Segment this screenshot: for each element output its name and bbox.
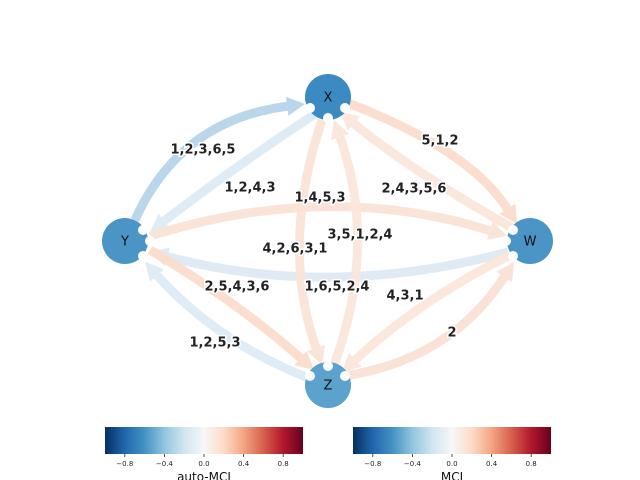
edge-label-w-z: 4,3,1 — [386, 289, 423, 304]
edge-arrowhead — [486, 221, 507, 240]
edge-z-to-y — [145, 262, 316, 385]
edge-shaft — [161, 108, 321, 225]
edge-shaft — [294, 118, 327, 350]
colorbar-auto-mci: −0.8 −0.4 0.0 0.4 0.8 auto-MCI — [105, 427, 303, 480]
colorbar-gradient — [105, 427, 303, 454]
edge-label-x-w: 5,1,2 — [421, 134, 458, 149]
edge-shaft — [153, 272, 316, 385]
port-dot — [340, 371, 350, 381]
colorbar-tick-label: −0.8 — [116, 460, 133, 468]
node-label-w: W — [524, 235, 537, 250]
edge-arrowhead — [145, 262, 165, 282]
colorbar-tick-label: −0.8 — [364, 460, 381, 468]
colorbar-tick-label: −0.4 — [156, 460, 174, 468]
nodes-layer: X Y W Z — [102, 74, 553, 408]
edge-x-to-z — [294, 118, 327, 365]
node-w: W — [507, 218, 553, 264]
edge-label-y-z: 2,5,4,3,6 — [205, 280, 270, 295]
edge-arrowhead — [331, 120, 349, 141]
node-circle — [305, 74, 351, 120]
edge-label-z-y: 1,2,5,3 — [190, 336, 241, 351]
edge-w-to-z — [342, 250, 513, 372]
port-dot — [501, 236, 511, 246]
edge-shaft — [343, 274, 508, 381]
edge-label-w-y: 1,6,5,2,4 — [305, 280, 370, 295]
edge-w-to-x — [340, 112, 515, 232]
port-dot — [340, 103, 350, 113]
ports-layer — [138, 103, 518, 381]
colorbar-mci: −0.8 −0.4 0.0 0.4 0.8 MCI — [353, 427, 551, 480]
colorbar-label: auto-MCI — [177, 470, 231, 480]
node-y: Y — [102, 218, 148, 264]
port-dot — [145, 236, 155, 246]
edge-label-z-x: 3,5,1,2,4 — [328, 228, 393, 243]
edge-shaft — [130, 101, 288, 222]
edge-arrowhead — [342, 352, 362, 372]
port-dot — [305, 371, 315, 381]
edge-shaft — [352, 250, 513, 364]
port-dot — [138, 225, 148, 235]
edge-arrowhead — [285, 96, 305, 116]
edge-label-y-x: 1,2,3,6,5 — [171, 143, 236, 158]
node-label-z: Z — [324, 379, 333, 394]
edge-y-to-x — [130, 96, 305, 222]
port-dot — [305, 103, 315, 113]
colorbar-tick-label: 0.0 — [446, 460, 457, 468]
colorbar-tick-label: 0.8 — [526, 460, 537, 468]
port-dot — [323, 113, 333, 123]
port-dot — [138, 251, 148, 261]
edge-label-x-z: 4,2,6,3,1 — [263, 242, 328, 257]
edge-shaft — [350, 120, 515, 232]
edge-shaft — [166, 247, 510, 282]
edge-label-z-w: 2 — [447, 326, 456, 341]
node-label-x: X — [324, 91, 333, 106]
edges-layer — [130, 96, 517, 385]
node-circle — [305, 362, 351, 408]
colorbar-tick-label: −0.4 — [404, 460, 422, 468]
colorbar-tick-label: 0.0 — [198, 460, 209, 468]
colorbar-tick-label: 0.4 — [486, 460, 498, 468]
node-label-y: Y — [120, 235, 129, 250]
edge-z-to-w — [343, 262, 514, 381]
colorbar-tick-label: 0.4 — [238, 460, 250, 468]
edge-arrowhead — [499, 203, 517, 224]
port-dot — [508, 251, 518, 261]
port-dot — [323, 361, 333, 371]
edge-shaft — [346, 98, 512, 212]
edge-shaft — [329, 135, 363, 367]
colorbar-tick-label: 0.8 — [278, 460, 289, 468]
edge-w-to-y — [150, 247, 510, 282]
colorbar-gradient — [353, 427, 551, 454]
node-x: X — [305, 74, 351, 120]
edge-arrowhead — [307, 344, 326, 365]
edge-z-to-x — [329, 120, 363, 367]
edge-shaft — [147, 246, 304, 362]
edge-arrowhead — [340, 112, 360, 131]
edge-x-to-w — [346, 98, 517, 224]
edge-label-w-x: 2,4,3,5,6 — [382, 182, 447, 197]
edge-arrowhead — [496, 262, 514, 283]
port-dot — [508, 225, 518, 235]
edge-y-to-w — [148, 202, 507, 241]
node-circle — [507, 218, 553, 264]
colorbar-label: MCI — [441, 470, 463, 480]
edge-y-to-z — [147, 246, 314, 370]
node-circle — [102, 218, 148, 264]
edge-label-x-y: 1,2,4,3 — [225, 181, 276, 196]
edge-shaft — [148, 202, 492, 241]
node-z: Z — [305, 362, 351, 408]
edge-labels-layer: 1,2,3,6,5 1,2,4,3 5,1,2 2,4,3,5,6 1,4,5,3 1,6… — [169, 132, 460, 352]
edge-arrowhead — [294, 350, 314, 370]
edge-label-y-w: 1,4,5,3 — [295, 191, 346, 206]
colorbars-layer: −0.8 −0.4 0.0 0.4 0.8 auto-MCI −0.8 −0.4 0.0 0.4 0… — [105, 427, 551, 480]
